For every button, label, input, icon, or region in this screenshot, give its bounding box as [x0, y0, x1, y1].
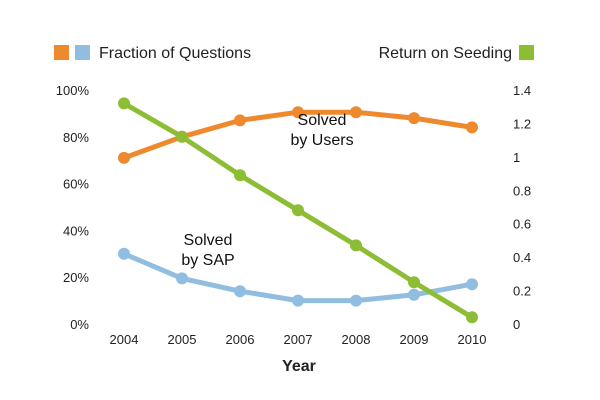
annotation-sap-line2: by SAP	[181, 252, 234, 269]
data-point-users	[408, 112, 420, 125]
x-axis-label: Year	[282, 358, 316, 375]
left-tick-label: 80%	[63, 130, 89, 145]
data-point-sap	[234, 285, 246, 298]
left-axis-ticks: 0% 20% 40% 60% 80% 100%	[56, 83, 90, 332]
left-tick-label: 20%	[63, 270, 89, 285]
x-tick-label: 2010	[458, 332, 487, 347]
data-point-sap	[350, 294, 362, 307]
right-axis-label: Return on Seeding	[379, 45, 512, 62]
x-tick-label: 2006	[226, 332, 255, 347]
data-point-seeding	[408, 276, 420, 289]
data-point-users	[350, 106, 362, 119]
left-tick-label: 60%	[63, 177, 89, 192]
data-point-sap	[176, 272, 188, 285]
data-point-users	[118, 151, 130, 164]
right-tick-label: 0	[513, 317, 520, 332]
left-tick-label: 0%	[70, 317, 89, 332]
right-tick-label: 1.4	[513, 83, 531, 98]
data-point-users	[234, 114, 246, 127]
right-tick-label: 0.8	[513, 183, 531, 198]
data-point-seeding	[466, 311, 478, 324]
right-tick-label: 0.4	[513, 250, 531, 265]
data-point-sap	[292, 294, 304, 307]
annotation-users-line1: Solved	[298, 112, 347, 129]
legend-swatch-users	[54, 45, 69, 60]
x-tick-label: 2005	[168, 332, 197, 347]
x-axis-ticks: 2004 2005 2006 2007 2008 2009 2010	[110, 332, 487, 347]
series-layer	[118, 97, 478, 324]
legend-swatch-sap	[75, 45, 90, 60]
data-point-users	[466, 121, 478, 134]
annotation-users-line2: by Users	[290, 132, 353, 149]
left-tick-label: 40%	[63, 223, 89, 238]
legend-swatch-seeding	[519, 45, 534, 60]
annotation-sap-line1: Solved	[184, 232, 233, 249]
data-point-seeding	[118, 97, 130, 110]
right-axis-ticks: 0 0.2 0.4 0.6 0.8 1 1.2 1.4	[513, 83, 531, 332]
x-tick-label: 2009	[400, 332, 429, 347]
right-tick-label: 0.2	[513, 284, 531, 299]
data-point-seeding	[350, 239, 362, 252]
left-axis-label: Fraction of Questions	[99, 45, 251, 62]
data-point-seeding	[234, 169, 246, 182]
right-tick-label: 1	[513, 150, 520, 165]
data-point-sap	[118, 247, 130, 260]
x-tick-label: 2008	[342, 332, 371, 347]
data-point-seeding	[176, 130, 188, 143]
x-tick-label: 2004	[110, 332, 139, 347]
data-point-users	[292, 106, 304, 119]
left-tick-label: 100%	[56, 83, 90, 98]
data-point-seeding	[292, 204, 304, 217]
x-tick-label: 2007	[284, 332, 313, 347]
data-point-sap	[408, 288, 420, 301]
right-tick-label: 1.2	[513, 116, 531, 131]
data-point-sap	[466, 278, 478, 291]
right-tick-label: 0.6	[513, 217, 531, 232]
